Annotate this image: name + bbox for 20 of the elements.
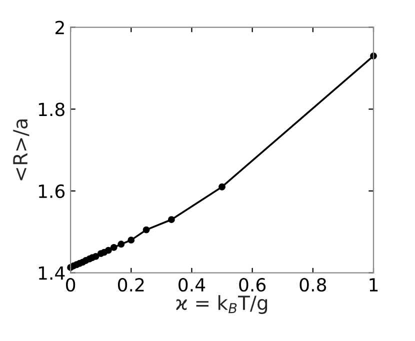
point <box>104 246 112 254</box>
point <box>92 252 100 260</box>
point <box>118 240 125 248</box>
x-axis-title: ϰ = k$_{B}$T/g <box>176 295 268 314</box>
point <box>142 226 150 234</box>
point <box>168 216 175 224</box>
y-tick-label: 1.6 <box>38 184 65 198</box>
x-tick-label: 0.8 <box>300 278 326 292</box>
y-tick-label: 1.4 <box>38 266 65 280</box>
point <box>128 236 135 244</box>
x-tick-label: 0.2 <box>118 278 144 292</box>
y-tick-label: 1.8 <box>38 102 64 116</box>
x-tick-label: 0.6 <box>239 278 266 292</box>
y-axis-title: <R>/a <box>13 120 30 180</box>
x-tick-label: 0 <box>66 278 76 292</box>
y-tick-label: 2 <box>56 20 64 34</box>
x-tick-label: 1 <box>370 278 378 292</box>
point <box>218 183 226 190</box>
x-tick-label: 0.4 <box>178 278 206 292</box>
point <box>110 244 118 251</box>
